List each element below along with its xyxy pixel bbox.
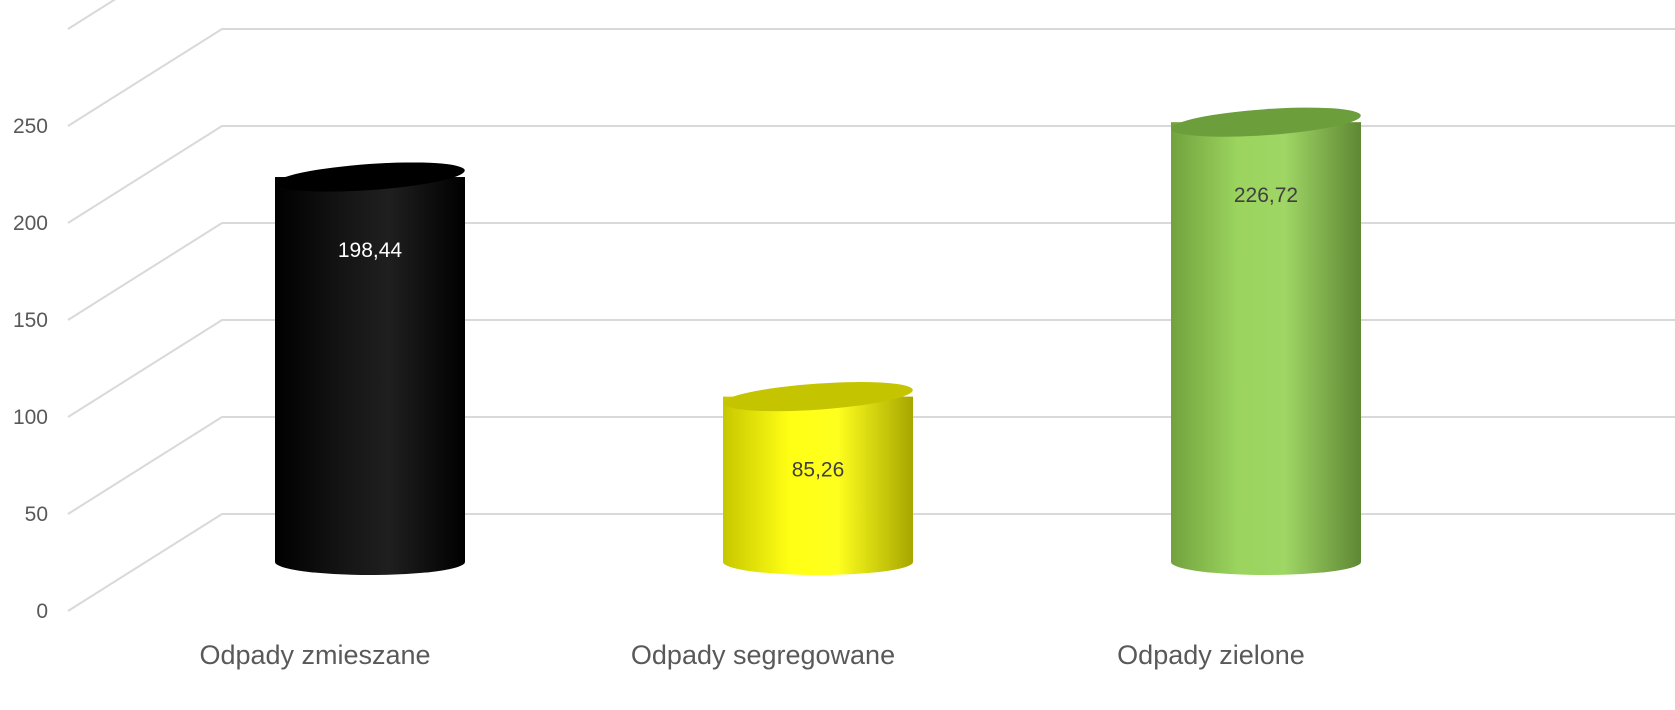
bars: 198,44 85,26 226,72 [275, 107, 1361, 575]
y-tick-label: 200 [13, 212, 48, 235]
bar: 198,44 [275, 162, 465, 575]
x-category-label: Odpady zmieszane [199, 640, 430, 670]
x-category-label: Odpady zielone [1117, 640, 1305, 670]
data-label: 85,26 [792, 459, 845, 482]
y-tick-label: 0 [36, 600, 48, 623]
bar-top [723, 382, 913, 412]
y-tick-label: 150 [13, 309, 48, 332]
bar-body [1171, 122, 1361, 562]
bar-top [1171, 107, 1361, 137]
data-label: 226,72 [1234, 184, 1298, 207]
gridline [67, 0, 116, 30]
data-label: 198,44 [338, 239, 403, 262]
bar: 85,26 [723, 382, 913, 575]
x-axis-categories: Odpady zmieszane Odpady segregowane Odpady… [199, 640, 1304, 670]
gridline [67, 28, 1675, 127]
y-tick-label: 50 [25, 503, 48, 526]
y-tick-label: 250 [13, 115, 48, 138]
bar: 226,72 [1171, 107, 1361, 575]
bar-body [723, 396, 913, 562]
x-category-label: Odpady segregowane [631, 640, 895, 670]
bar-top [275, 162, 465, 192]
y-axis-ticks: 0 50 100 150 200 250 [13, 115, 48, 623]
y-tick-label: 100 [13, 406, 48, 429]
bar-body [275, 177, 465, 562]
